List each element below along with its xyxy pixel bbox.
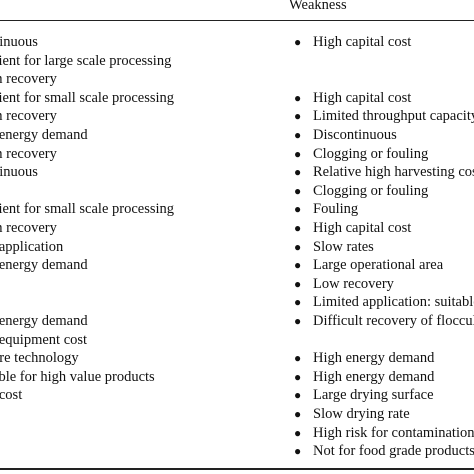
bullet-icon: ● [294,90,302,105]
weakness-cell: Discontinuous [313,127,397,143]
bullet-icon: ● [294,276,302,291]
bullet-icon: ● [294,351,302,366]
weakness-cell: Relative high harvesting cost [313,164,474,181]
strength-cell: gh recovery [0,145,57,162]
bullet-icon: ● [294,221,302,235]
weakness-cell: High risk for contamination [313,424,474,441]
weakness-cell: Clogging or fouling [313,145,429,162]
weakness-cell: Slow rates [313,238,374,255]
weakness-cell: High capital cost [313,89,412,106]
table-row: ● Clogging or fouling [0,182,474,200]
weakness-cell: Difficult recovery of flocculant [313,313,474,329]
bullet-icon: ● [294,314,302,328]
table-row: ntinuous ● High capital cost [0,33,474,51]
weakness-cell: Low recovery [313,275,394,292]
strength-cell: y application [0,238,64,255]
bullet-icon: ● [294,165,302,180]
strength-cell: gh recovery [0,220,57,236]
strength-cell: table for high value products [0,368,155,385]
table-row: v energy demand ● Large operational area [0,256,474,274]
table-row: ntinuous ● Relative high harvesting cost [0,163,474,181]
bullet-icon: ● [294,109,302,124]
weakness-cell: Large drying surface [313,387,434,404]
table-row: y application ● Slow rates [0,238,474,256]
table-row: v cost ● Large drying surface [0,386,474,404]
weakness-cell: Large operational area [313,257,444,274]
table-row: v energy demand ● Difficult recovery of fl… [0,312,474,330]
strength-cell: ntinuous [0,164,38,181]
weakness-cell: Clogging or fouling [313,182,429,199]
weakness-cell: Limited throughput capacity [313,108,474,125]
table-row: gh recovery ● High capital cost [0,219,474,237]
weakness-cell: Slow drying rate [313,406,410,422]
bullet-icon: ● [294,239,302,254]
weakness-cell: High capital cost [313,34,412,50]
weakness-cell: Not for food grade products [313,443,474,460]
weakness-cell: High energy demand [313,368,435,385]
strength-cell: v energy demand [0,127,88,143]
bullet-icon: ● [294,407,302,421]
table-row: ture technology ● High energy demand [0,349,474,367]
weakness-cell: Fouling [313,201,359,218]
table-row: gh recovery ● Limited throughput capacity [0,107,474,125]
strength-cell: v energy demand [0,313,88,329]
strength-cell: v equipment cost [0,331,88,348]
bullet-icon: ● [294,183,302,198]
weakness-cell: High capital cost [313,220,412,236]
strength-cell: ture technology [0,350,79,367]
strength-cell: v cost [0,387,23,404]
table-row: icient for small scale processing ● Foulin… [0,200,474,218]
table-row: icient for small scale processing ● High c… [0,89,474,107]
strength-cell: gh recovery [0,71,57,88]
strength-cell: icient for large scale processing [0,52,172,69]
strength-cell: icient for small scale processing [0,201,175,218]
table-row: ● Limited application: suitable [0,293,474,311]
table-top-rule [0,20,474,21]
table-row: v equipment cost [0,331,474,349]
bullet-icon: ● [294,425,302,440]
table-row: ● Low recovery [0,275,474,293]
bullet-icon: ● [294,202,302,217]
bullet-icon: ● [294,369,302,384]
bullet-icon: ● [294,444,302,459]
weakness-cell: Limited application: suitable [313,294,474,311]
table-row: ● Not for food grade products [0,442,474,460]
weakness-column-header: Weakness [289,0,347,13]
table-row: ● High risk for contamination [0,424,474,442]
strength-cell: v energy demand [0,257,88,274]
weakness-cell: High energy demand [313,350,435,367]
table-row: gh recovery ● Clogging or fouling [0,145,474,163]
bullet-icon: ● [294,146,302,161]
table-row: v energy demand ● Discontinuous [0,126,474,144]
bullet-icon: ● [294,388,302,403]
table-bottom-rule [0,468,474,470]
table-row: ● Slow drying rate [0,405,474,423]
strength-cell: gh recovery [0,108,57,125]
table-row: icient for large scale processing [0,52,474,70]
strength-cell: ntinuous [0,34,38,50]
bullet-icon: ● [294,295,302,310]
table-row: gh recovery [0,70,474,88]
bullet-icon: ● [294,35,302,49]
bullet-icon: ● [294,128,302,142]
strength-cell: icient for small scale processing [0,89,175,106]
table-row: table for high value products ● High energ… [0,368,474,386]
bullet-icon: ● [294,258,302,273]
